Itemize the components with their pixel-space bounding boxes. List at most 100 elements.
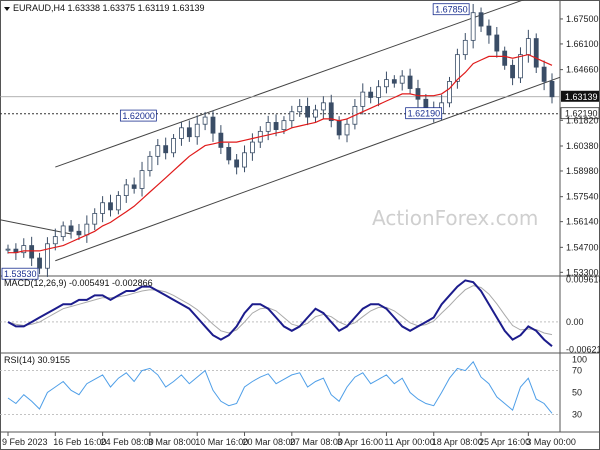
candle-body xyxy=(186,127,192,138)
time-axis-label: 3 Mar 08:00 xyxy=(148,437,196,447)
watermark-text: ActionForex.com xyxy=(372,206,538,230)
candle-body xyxy=(100,202,106,214)
candle-body xyxy=(139,170,145,189)
price-annotation-label: 1.67850 xyxy=(435,5,468,15)
candle-body xyxy=(210,116,216,134)
time-axis-label: 9 Feb 2023 xyxy=(2,437,48,447)
macd-axis-label: -0.006211 xyxy=(566,344,600,354)
time-axis-label: 25 Apr 16:00 xyxy=(479,437,530,447)
time-axis-label: 20 Mar 08:00 xyxy=(243,437,296,447)
candle-body xyxy=(541,66,547,82)
candle-body xyxy=(265,122,271,132)
price-axis-label: 1.67500 xyxy=(566,14,599,24)
candle-body xyxy=(68,225,74,232)
price-annotation-box xyxy=(119,109,157,122)
price-annotation-label: 1.62000 xyxy=(122,111,155,121)
candle-body xyxy=(518,54,523,79)
candle-body xyxy=(5,248,11,251)
rsi-axis-label: 30 xyxy=(572,409,582,419)
time-axis-label: 18 Apr 08:00 xyxy=(432,437,483,447)
candle-body xyxy=(242,152,247,168)
candle-body xyxy=(423,98,429,109)
candle-body xyxy=(478,12,484,27)
prior-trendline xyxy=(0,219,72,235)
time-axis-label: 24 Feb 08:00 xyxy=(101,437,154,447)
candle-body xyxy=(376,86,381,98)
candle-body xyxy=(486,25,492,36)
candle-body xyxy=(76,230,82,236)
candle-body xyxy=(415,88,421,100)
candle-body xyxy=(115,195,121,211)
candle-body xyxy=(273,122,279,130)
candle-body xyxy=(313,109,318,118)
time-axis-label: 3 May 00:00 xyxy=(526,437,576,447)
price-axis-label: 1.56140 xyxy=(566,217,599,227)
candle-body xyxy=(226,147,232,161)
price-annotation-label: 1.62190 xyxy=(408,109,441,119)
moving-average-line xyxy=(8,53,553,254)
candle-body xyxy=(391,79,397,84)
candle-body xyxy=(289,111,295,122)
candle-body xyxy=(52,236,58,245)
candle-body xyxy=(399,75,405,84)
candle-body xyxy=(108,202,113,211)
candle-body xyxy=(305,105,310,118)
rsi-axis-label: 70 xyxy=(572,366,582,376)
price-axis-label: 1.54700 xyxy=(566,242,599,252)
candle-body xyxy=(179,127,184,139)
candle-body xyxy=(368,91,374,98)
candle-body xyxy=(123,184,129,196)
price-annotation-box xyxy=(432,3,470,16)
macd-axis-label: 0.00 xyxy=(566,317,584,327)
candle-body xyxy=(510,64,515,79)
price-axis-label: 1.60380 xyxy=(566,141,599,151)
candle-body xyxy=(218,132,224,148)
time-axis-label: 16 Feb 16:00 xyxy=(53,437,106,447)
macd-axis-label: 0.009618 xyxy=(566,274,600,284)
candle-body xyxy=(344,123,350,136)
candle-body xyxy=(171,138,176,154)
candle-body xyxy=(407,75,413,89)
candle-body xyxy=(84,223,90,236)
candle-body xyxy=(202,116,208,125)
candle-body xyxy=(384,79,389,88)
current-price-tag xyxy=(561,90,599,102)
candle-body xyxy=(37,257,42,269)
price-axis-label: 1.53300 xyxy=(566,267,599,277)
candle-body xyxy=(21,245,27,254)
candle-body xyxy=(502,50,508,66)
price-axis-label: 1.64660 xyxy=(566,65,599,75)
candle-body xyxy=(92,213,98,225)
price-panel-title: EURAUD,H4 1.63338 1.63375 1.63119 1.6313… xyxy=(13,3,204,13)
candle-body xyxy=(194,123,200,138)
candle-body xyxy=(297,105,303,113)
rsi-axis-label: 100 xyxy=(572,355,587,365)
time-axis-label: 3 Apr 16:00 xyxy=(337,437,383,447)
candle-body xyxy=(147,155,153,172)
candle-body xyxy=(29,245,35,259)
price-axis-label: 1.57540 xyxy=(566,192,599,202)
candle-body xyxy=(60,225,66,238)
candle-body xyxy=(454,54,460,82)
time-axis-label: 27 Mar 08:00 xyxy=(290,437,343,447)
candle-body xyxy=(250,141,255,154)
candle-body xyxy=(45,243,50,269)
candle-body xyxy=(470,12,476,41)
candle-body xyxy=(494,34,500,52)
support-price-tag xyxy=(560,107,600,120)
current-price-label: 1.63139 xyxy=(565,92,598,102)
channel-upper-line xyxy=(55,0,525,168)
candle-body xyxy=(155,145,161,157)
candle-body xyxy=(462,39,468,56)
candle-body xyxy=(163,145,169,154)
candle-body xyxy=(234,159,240,168)
triangle-down-icon xyxy=(4,7,10,11)
macd-signal-line xyxy=(7,285,553,336)
support-price-label: 1.62190 xyxy=(565,109,598,119)
price-axis-label: 1.58980 xyxy=(566,166,599,176)
candle-body xyxy=(525,38,531,56)
candle-body xyxy=(281,120,287,130)
price-annotation-label: 1.53530 xyxy=(4,269,37,279)
candle-body xyxy=(336,120,342,136)
